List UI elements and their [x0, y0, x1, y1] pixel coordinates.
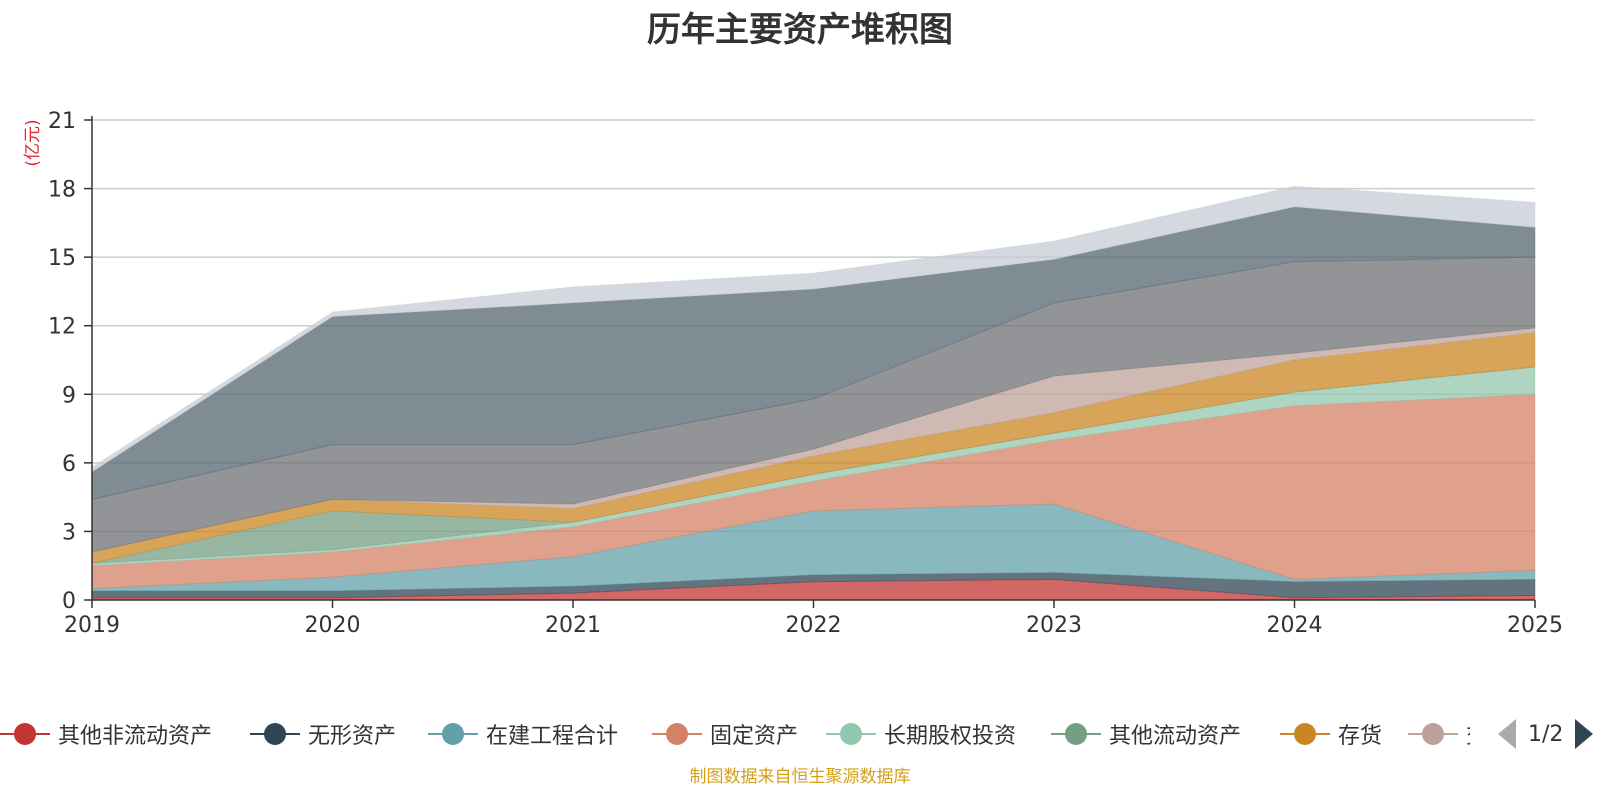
area-series-6[interactable]: [91, 332, 1536, 565]
y-axis-label: (亿元): [23, 119, 43, 166]
x-tick-label: 2020: [305, 613, 361, 638]
y-tick-label: 18: [48, 178, 76, 203]
legend-label: 其他流动资产: [1109, 724, 1242, 749]
legend-marker-icon: [826, 721, 876, 747]
legend-label: 长期股权投资: [884, 724, 1017, 749]
legend-marker-icon: [652, 721, 702, 747]
legend-label: 无形资产: [308, 724, 397, 749]
legend-item-7[interactable]: 交: [1408, 714, 1470, 754]
legend-marker-icon: [250, 721, 300, 747]
x-tick-label: 2025: [1507, 613, 1563, 638]
x-tick-label: 2019: [64, 613, 120, 638]
y-tick-label: 3: [62, 520, 76, 545]
y-tick-label: 15: [48, 246, 76, 271]
legend-items: 其他非流动资产 无形资产 在建工程合计 固定资产 长期股权投资 其他流动资产 存货 交: [0, 714, 1470, 754]
legend-marker-icon: [1051, 721, 1101, 747]
legend-pager: 1/2: [1498, 714, 1594, 754]
legend-item-1[interactable]: 无形资产: [250, 714, 396, 754]
legend: 其他非流动资产 无形资产 在建工程合计 固定资产 长期股权投资 其他流动资产 存货 交 1/2: [0, 714, 1600, 754]
y-tick-label: 21: [48, 109, 76, 134]
y-tick-label: 12: [48, 315, 76, 340]
legend-item-3[interactable]: 固定资产: [652, 714, 798, 754]
legend-label: 交: [1466, 718, 1470, 750]
legend-item-0[interactable]: 其他非流动资产: [0, 714, 212, 754]
y-tick-label: 9: [62, 383, 76, 408]
legend-page-indicator: 1/2: [1528, 721, 1564, 747]
legend-prev-page-icon[interactable]: [1498, 719, 1516, 749]
area-series-10[interactable]: [91, 185, 1536, 473]
x-tick-label: 2021: [545, 613, 601, 638]
legend-item-6[interactable]: 存货: [1280, 714, 1382, 754]
legend-label: 在建工程合计: [486, 724, 619, 749]
legend-marker-icon: [428, 721, 478, 747]
x-tick-label: 2023: [1026, 613, 1082, 638]
area-series-8[interactable]: [91, 256, 1536, 553]
area-layer: [91, 185, 1536, 601]
legend-label: 存货: [1338, 724, 1383, 749]
source-note: 制图数据来自恒生聚源数据库: [689, 767, 911, 787]
legend-label: 固定资产: [710, 724, 799, 749]
x-tick-label: 2022: [786, 613, 842, 638]
legend-next-page-icon[interactable]: [1575, 719, 1594, 749]
legend-item-2[interactable]: 在建工程合计: [428, 714, 618, 754]
legend-marker-icon: [1280, 721, 1330, 747]
legend-item-5[interactable]: 其他流动资产: [1051, 714, 1241, 754]
area-series-4[interactable]: [91, 366, 1536, 567]
y-tick-label: 0: [62, 589, 76, 614]
x-tick-label: 2024: [1267, 613, 1323, 638]
area-series-1[interactable]: [91, 572, 1536, 599]
legend-marker-icon: [0, 721, 50, 747]
chart-title: 历年主要资产堆积图: [647, 10, 953, 50]
legend-label: 其他非流动资产: [58, 724, 213, 749]
legend-marker-icon: [1408, 721, 1458, 747]
legend-item-4[interactable]: 长期股权投资: [826, 714, 1016, 754]
axis-layer: 0 3 6 9 12 15 18 21 2019 2020 2021 2022 2023 2024 2025: [48, 109, 1563, 638]
y-tick-label: 6: [62, 452, 76, 477]
